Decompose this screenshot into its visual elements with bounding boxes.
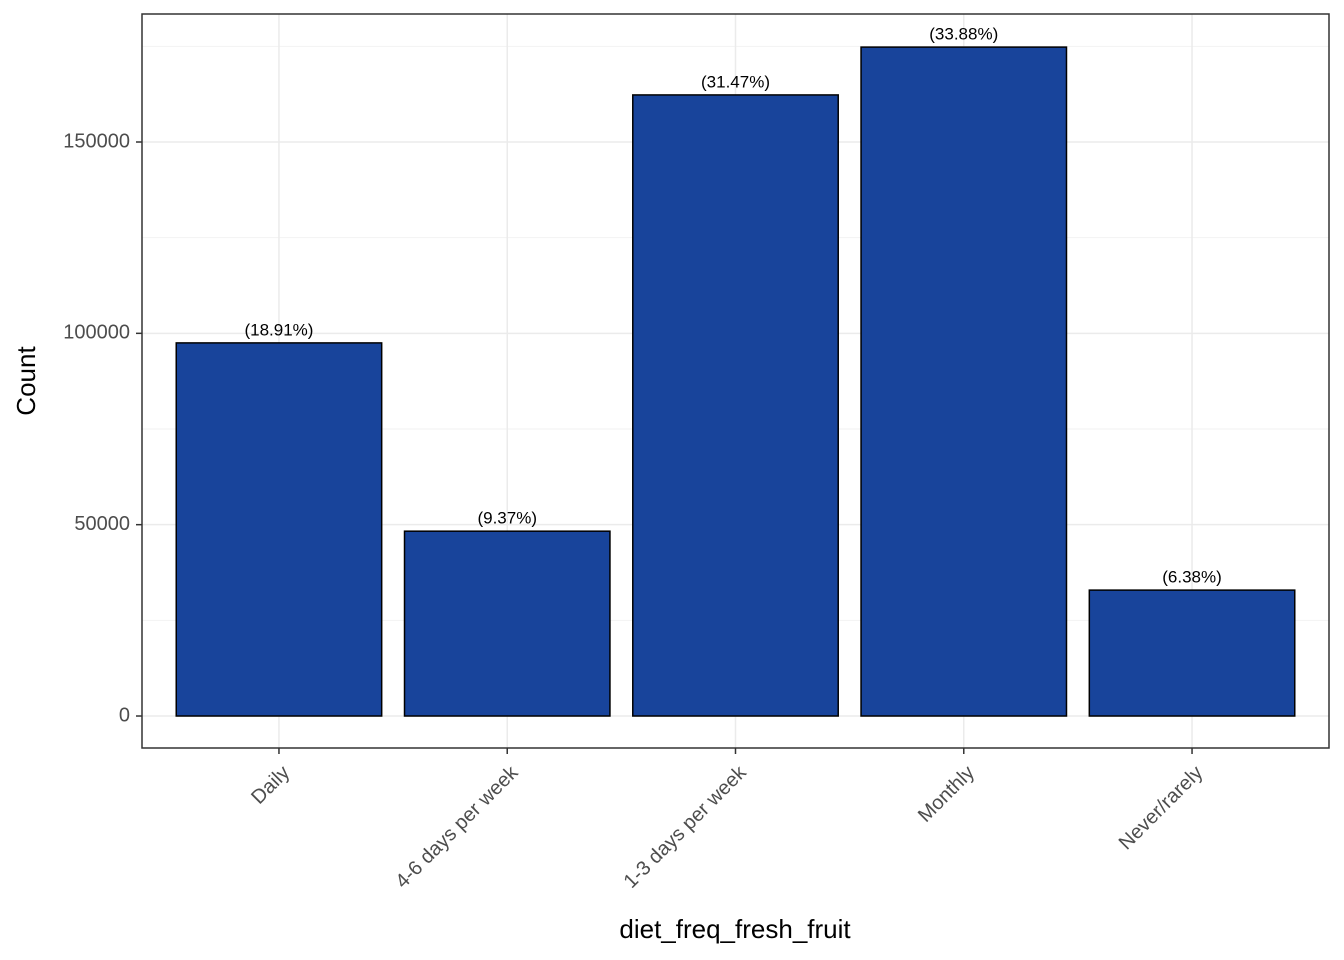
bar <box>403 530 611 717</box>
bar <box>1088 589 1296 717</box>
bar-label: (6.38%) <box>1162 568 1222 587</box>
panel-border <box>141 13 1330 749</box>
y-tick-label: 100000 <box>63 322 130 344</box>
bar <box>632 94 839 717</box>
y-tick-label: 0 <box>119 704 130 726</box>
y-tick-label: 150000 <box>63 130 130 152</box>
bar-label: (18.91%) <box>244 320 313 339</box>
y-axis-label: Count <box>11 346 41 416</box>
bar <box>175 342 383 717</box>
y-tick-label: 50000 <box>74 513 130 535</box>
bar-label: (9.37%) <box>477 509 537 528</box>
bar-label: (31.47%) <box>701 72 770 91</box>
bar <box>860 46 1068 717</box>
x-axis-label: diet_freq_fresh_fruit <box>619 914 851 944</box>
bar-label: (33.88%) <box>929 25 998 44</box>
